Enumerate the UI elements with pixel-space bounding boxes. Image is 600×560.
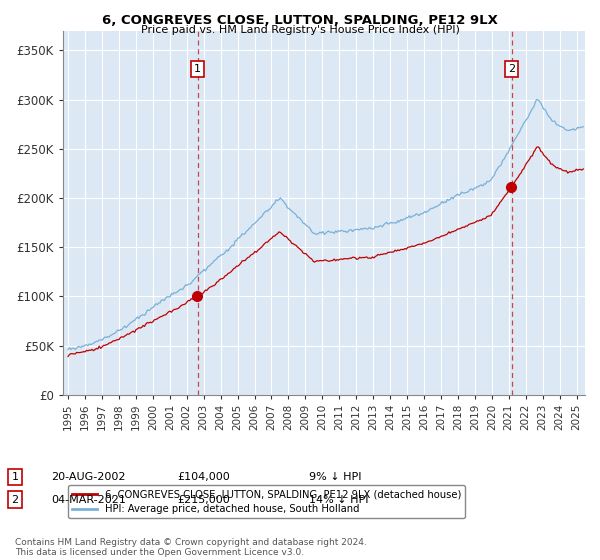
Text: 04-MAR-2021: 04-MAR-2021 bbox=[51, 494, 126, 505]
Text: Contains HM Land Registry data © Crown copyright and database right 2024.
This d: Contains HM Land Registry data © Crown c… bbox=[15, 538, 367, 557]
Text: £215,000: £215,000 bbox=[177, 494, 230, 505]
Text: 6, CONGREVES CLOSE, LUTTON, SPALDING, PE12 9LX: 6, CONGREVES CLOSE, LUTTON, SPALDING, PE… bbox=[102, 14, 498, 27]
Text: Price paid vs. HM Land Registry's House Price Index (HPI): Price paid vs. HM Land Registry's House … bbox=[140, 25, 460, 35]
Text: 20-AUG-2002: 20-AUG-2002 bbox=[51, 472, 125, 482]
Legend: 6, CONGREVES CLOSE, LUTTON, SPALDING, PE12 9LX (detached house), HPI: Average pr: 6, CONGREVES CLOSE, LUTTON, SPALDING, PE… bbox=[68, 486, 466, 519]
Text: 2: 2 bbox=[11, 494, 19, 505]
Text: 1: 1 bbox=[194, 64, 201, 74]
Text: £104,000: £104,000 bbox=[177, 472, 230, 482]
Text: 9% ↓ HPI: 9% ↓ HPI bbox=[309, 472, 361, 482]
Text: 2: 2 bbox=[508, 64, 515, 74]
Text: 1: 1 bbox=[11, 472, 19, 482]
Text: 14% ↓ HPI: 14% ↓ HPI bbox=[309, 494, 368, 505]
